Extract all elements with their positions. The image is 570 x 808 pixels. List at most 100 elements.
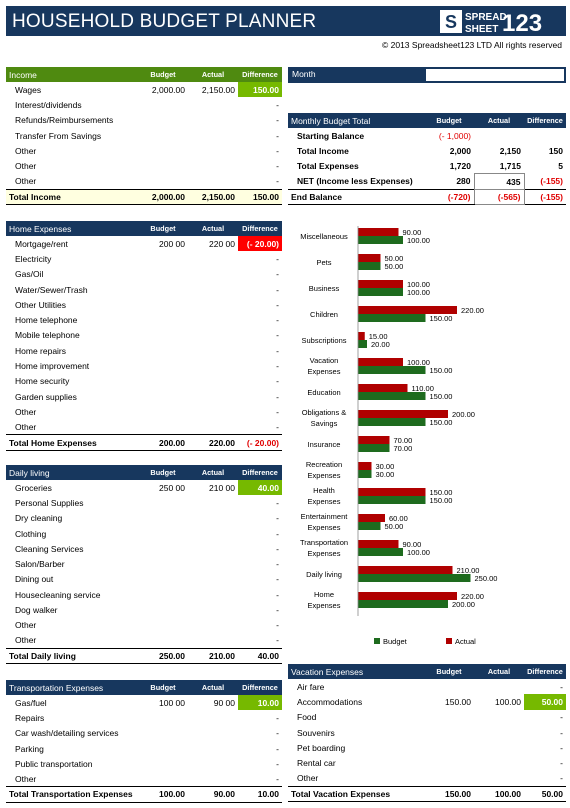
income-budget-cell[interactable] (138, 174, 188, 189)
vacation-actual-cell[interactable] (474, 740, 524, 755)
vacation-budget-cell[interactable] (424, 755, 474, 770)
transport-actual-cell[interactable] (188, 726, 238, 741)
home-budget-cell[interactable] (138, 328, 188, 343)
daily-actual-cell[interactable] (188, 572, 238, 587)
vacation-difference-cell: - (560, 681, 563, 692)
home-budget-cell[interactable] (138, 420, 188, 435)
home-budget-cell[interactable] (138, 297, 188, 312)
income-budget-cell[interactable] (138, 128, 188, 143)
logo-text-bottom: SHEET (465, 24, 498, 34)
income-actual-cell[interactable] (188, 158, 238, 173)
vacation-actual-cell[interactable] (474, 755, 524, 770)
home-actual-cell[interactable] (188, 251, 238, 266)
home-budget-cell[interactable] (138, 389, 188, 404)
daily-budget-cell[interactable] (138, 511, 188, 526)
vacation-total-row: Total Vacation Expenses 150.00 100.00 50.00 (288, 785, 566, 802)
home-budget-cell[interactable] (138, 404, 188, 419)
transport-actual-cell[interactable]: 90 00 (213, 697, 235, 708)
daily-actual-cell[interactable] (188, 511, 238, 526)
daily-actual-cell[interactable] (188, 556, 238, 571)
home-budget-cell[interactable]: 200 00 (159, 238, 185, 249)
daily-budget-cell[interactable]: 250 00 (159, 482, 185, 493)
home-actual-cell[interactable] (188, 420, 238, 435)
vacation-budget-cell[interactable] (424, 725, 474, 740)
vacation-budget-cell[interactable] (424, 771, 474, 786)
income-actual-cell[interactable] (188, 174, 238, 189)
home-budget-cell[interactable] (138, 251, 188, 266)
daily-actual-cell[interactable] (188, 618, 238, 633)
chart-category-label: Insurance (308, 440, 341, 449)
vacation-actual-cell[interactable] (474, 679, 524, 694)
vacation-budget-cell[interactable] (424, 679, 474, 694)
home-actual-cell[interactable] (188, 312, 238, 327)
income-budget-cell[interactable] (138, 113, 188, 128)
home-budget-cell[interactable] (138, 282, 188, 297)
transport-budget-cell[interactable] (138, 741, 188, 756)
home-budget-cell[interactable] (138, 312, 188, 327)
income-actual-cell[interactable] (188, 128, 238, 143)
transport-budget-cell[interactable] (138, 756, 188, 771)
income-actual-cell[interactable] (188, 113, 238, 128)
income-budget-cell[interactable] (138, 143, 188, 158)
daily-budget-cell[interactable] (138, 541, 188, 556)
vacation-actual-cell[interactable]: 100.00 (495, 696, 521, 707)
daily-budget-cell[interactable] (138, 556, 188, 571)
daily-budget-cell[interactable] (138, 495, 188, 510)
daily-actual-cell[interactable] (188, 602, 238, 617)
vacation-actual-cell[interactable] (474, 771, 524, 786)
home-actual-cell[interactable] (188, 358, 238, 373)
home-actual-cell[interactable] (188, 374, 238, 389)
income-table: Income Budget Actual Difference Wages 2,000.0… (6, 67, 282, 205)
transport-actual-cell[interactable] (188, 756, 238, 771)
transport-budget-cell[interactable] (138, 710, 188, 725)
income-budget-cell[interactable]: 2,000.00 (151, 84, 185, 95)
income-budget-cell[interactable] (138, 97, 188, 112)
transport-budget-cell[interactable] (138, 771, 188, 786)
month-input[interactable] (426, 69, 564, 81)
summary-value-cell (474, 128, 524, 143)
transport-actual-cell[interactable] (188, 771, 238, 786)
spreadsheet123-logo: S SPREAD SHEET 123 (440, 10, 542, 34)
income-budget-cell[interactable] (138, 158, 188, 173)
daily-budget-cell[interactable] (138, 633, 188, 648)
income-actual-cell[interactable]: 2,150.00 (201, 84, 235, 95)
home-actual-cell[interactable] (188, 328, 238, 343)
home-budget-cell[interactable] (138, 358, 188, 373)
daily-actual-cell[interactable] (188, 633, 238, 648)
daily-actual-cell[interactable] (188, 587, 238, 602)
daily-budget-cell[interactable] (138, 526, 188, 541)
home-budget-cell[interactable] (138, 267, 188, 282)
vacation-actual-cell[interactable] (474, 725, 524, 740)
vacation-budget-cell[interactable]: 150.00 (445, 696, 471, 707)
home-actual-cell[interactable] (188, 267, 238, 282)
vacation-actual-cell[interactable] (474, 710, 524, 725)
transport-budget-cell[interactable] (138, 726, 188, 741)
income-row: Other - (6, 158, 282, 173)
daily-row: Dry cleaning - (6, 511, 282, 526)
vacation-budget-cell[interactable] (424, 710, 474, 725)
transport-actual-cell[interactable] (188, 710, 238, 725)
daily-budget-cell[interactable] (138, 602, 188, 617)
home-actual-cell[interactable] (188, 389, 238, 404)
daily-actual-cell[interactable]: 210 00 (209, 482, 235, 493)
home-actual-cell[interactable] (188, 343, 238, 358)
daily-budget-cell[interactable] (138, 572, 188, 587)
home-actual-cell[interactable] (188, 297, 238, 312)
daily-budget-cell[interactable] (138, 618, 188, 633)
home-actual-cell[interactable] (188, 282, 238, 297)
daily-budget-cell[interactable] (138, 587, 188, 602)
vacation-budget-cell[interactable] (424, 740, 474, 755)
end-balance-value: (-720) (424, 188, 474, 205)
home-actual-cell[interactable]: 220 00 (209, 238, 235, 249)
daily-actual-cell[interactable] (188, 526, 238, 541)
transport-budget-cell[interactable]: 100 00 (159, 697, 185, 708)
transport-actual-cell[interactable] (188, 741, 238, 756)
daily-actual-cell[interactable] (188, 495, 238, 510)
home-budget-cell[interactable] (138, 343, 188, 358)
home-actual-cell[interactable] (188, 404, 238, 419)
income-actual-cell[interactable] (188, 143, 238, 158)
home-budget-cell[interactable] (138, 374, 188, 389)
daily-actual-cell[interactable] (188, 541, 238, 556)
income-row: Interest/dividends - (6, 97, 282, 112)
income-actual-cell[interactable] (188, 97, 238, 112)
